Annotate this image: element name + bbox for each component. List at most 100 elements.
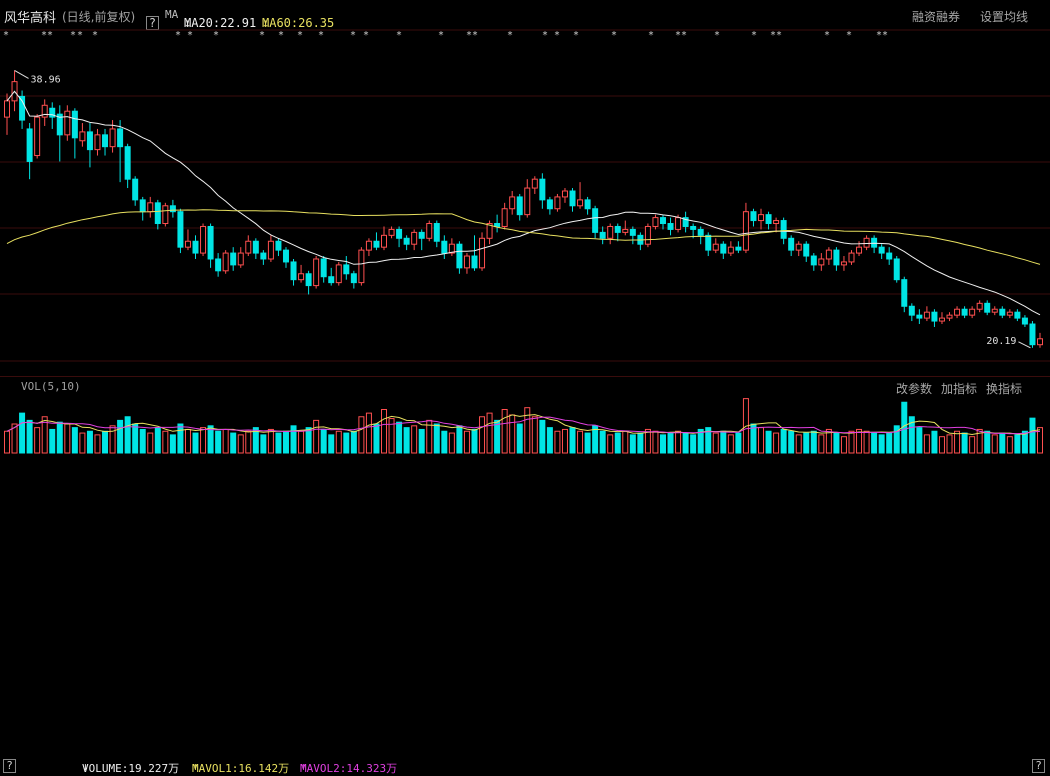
volume-bar <box>976 428 983 454</box>
volume-bar <box>494 419 501 454</box>
volume-bar <box>162 430 169 454</box>
volume-bar <box>735 432 742 454</box>
volume-bar <box>94 434 101 454</box>
volume-bar <box>803 432 810 454</box>
candle-body <box>682 217 689 227</box>
volume-menu-icon[interactable]: ? <box>1032 759 1045 773</box>
volume-indicator-name: VOL(5,10) <box>21 380 81 393</box>
volume-trend-icon: ↓ <box>82 760 89 773</box>
candle-body <box>999 308 1006 316</box>
volume-bar <box>154 427 161 454</box>
volume-bar <box>999 432 1006 454</box>
candle-body <box>577 199 584 207</box>
candle-body <box>901 279 908 307</box>
candle-body <box>282 249 289 263</box>
info-marker-icon: * <box>847 30 852 41</box>
volume-bar <box>320 428 327 454</box>
switch-indicator-button[interactable]: 换指标 <box>986 382 1023 396</box>
candle-body <box>192 240 199 254</box>
candle-body <box>411 231 418 245</box>
candle-body <box>162 205 169 225</box>
info-marker-icon: * <box>467 30 472 41</box>
mavol2-line <box>6 416 1041 435</box>
candle-body <box>569 190 576 207</box>
volume-bar <box>531 416 538 454</box>
high-price-label: 38.96 <box>31 74 61 85</box>
low-price-label: 20.19 <box>986 336 1016 347</box>
candle-body <box>396 228 403 239</box>
volume-bar <box>471 428 478 454</box>
info-marker-icon: * <box>715 30 720 41</box>
candlestick-chart[interactable]: * * * * * * * * * * * * * * * * * * * * * * * * * * * * * * * * * * *38.96… <box>0 28 1050 373</box>
volume-chart[interactable] <box>0 395 1050 455</box>
info-marker-icon: * <box>682 30 687 41</box>
volume-bar <box>946 434 953 454</box>
volume-bar <box>358 416 365 454</box>
candle-body <box>622 228 629 233</box>
volume-bar <box>147 432 154 454</box>
volume-bar <box>275 432 282 454</box>
margin-trading-button[interactable]: 融资融券 <box>912 10 961 24</box>
volume-bar <box>969 436 976 454</box>
candle-body <box>252 240 259 254</box>
volume-bar <box>938 436 945 454</box>
volume-bar <box>644 428 651 454</box>
candle-body <box>1006 311 1013 316</box>
volume-bar <box>102 430 109 454</box>
info-marker-icon: * <box>71 30 76 41</box>
candle-body <box>373 240 380 248</box>
candle-body <box>856 246 863 254</box>
candle-body <box>177 211 184 248</box>
volume-bar <box>840 436 847 454</box>
candle-body <box>697 228 704 236</box>
candle-body <box>780 220 787 239</box>
volume-bar <box>177 423 184 454</box>
volume-bar <box>622 430 629 454</box>
volume-bar <box>79 432 86 454</box>
volume-bar <box>56 421 63 454</box>
volume-bar <box>765 430 772 454</box>
volume-help-icon[interactable]: ? <box>3 759 16 773</box>
volume-bar <box>863 430 870 454</box>
info-marker-icon: * <box>78 30 83 41</box>
candle-body <box>298 273 305 281</box>
volume-bar <box>659 434 666 454</box>
candle-body <box>976 302 983 310</box>
candle-body <box>659 217 666 225</box>
candle-body <box>614 225 621 233</box>
volume-bar <box>109 425 116 454</box>
ma60-trend-icon: ↓ <box>262 16 270 30</box>
volume-bar <box>954 430 961 454</box>
volume-bar <box>810 430 817 454</box>
volume-bar <box>418 428 425 454</box>
volume-bar <box>833 432 840 454</box>
candle-body <box>803 243 810 257</box>
info-marker-icon: * <box>574 30 579 41</box>
ma-settings-button[interactable]: 设置均线 <box>980 10 1029 24</box>
info-marker-icon: * <box>543 30 548 41</box>
info-marker-icon: * <box>351 30 356 41</box>
info-marker-icon: * <box>825 30 830 41</box>
volume-bar <box>1021 430 1028 454</box>
info-marker-icon: * <box>752 30 757 41</box>
candle-body <box>750 211 757 222</box>
volume-bar <box>539 419 546 454</box>
add-indicator-button[interactable]: 加指标 <box>941 382 978 396</box>
candle-body <box>946 314 953 319</box>
volume-bar <box>984 430 991 454</box>
pane-divider <box>0 376 1050 377</box>
candle-body <box>840 261 847 266</box>
info-marker-icon: * <box>676 30 681 41</box>
stock-name[interactable]: 风华高科 <box>4 11 57 26</box>
mavol2-value: MAVOL2:14.323万 <box>300 762 398 775</box>
edit-params-button[interactable]: 改参数 <box>896 382 933 396</box>
volume-bar <box>577 430 584 454</box>
candle-body <box>441 240 448 254</box>
candle-body <box>34 116 41 157</box>
volume-bar <box>290 425 297 454</box>
candle-body <box>237 252 244 266</box>
candle-body <box>773 220 780 225</box>
info-marker-icon: * <box>555 30 560 41</box>
mavol1-trend-icon: ↑ <box>192 760 199 773</box>
candle-body <box>320 258 327 278</box>
